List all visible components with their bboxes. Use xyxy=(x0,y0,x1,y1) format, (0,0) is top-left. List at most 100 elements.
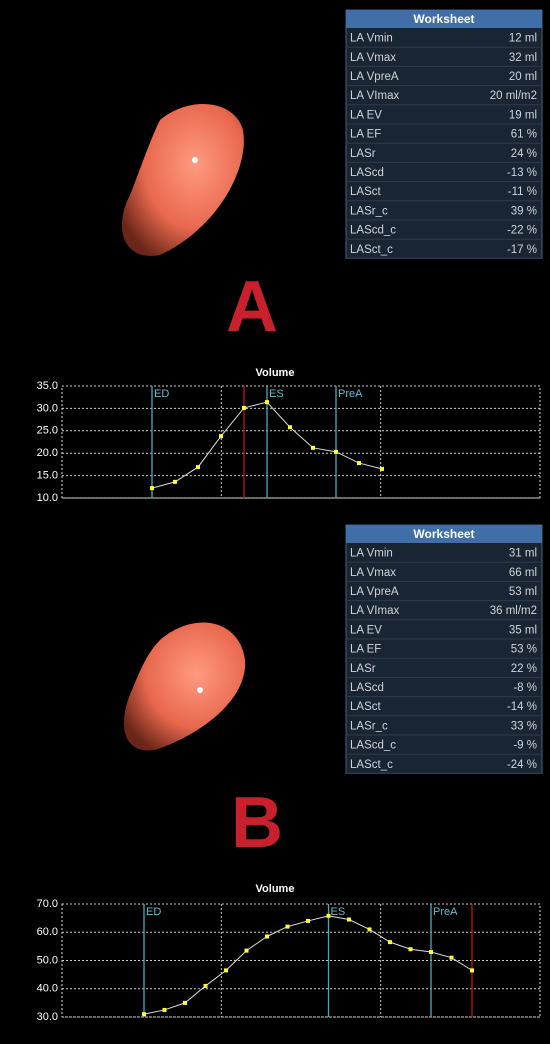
la-volume-render xyxy=(121,103,244,256)
y-tick-label: 20.0 xyxy=(37,447,58,459)
row-value: -14 % xyxy=(507,701,537,713)
volume-point xyxy=(380,466,384,471)
row-value: 12 ml xyxy=(509,33,537,45)
volume-point xyxy=(265,400,269,405)
row-value: 24 % xyxy=(511,148,537,160)
row-value: 20 ml/m2 xyxy=(490,90,537,102)
row-name: LA EF xyxy=(350,644,381,656)
volume-point xyxy=(408,947,413,952)
plot-frame xyxy=(61,385,541,499)
volume-point xyxy=(429,950,433,955)
volume-point xyxy=(449,955,454,960)
event-label: ED xyxy=(154,388,169,400)
row-value: -17 % xyxy=(507,244,537,256)
volume-point xyxy=(224,968,228,973)
volume-point xyxy=(311,445,315,450)
worksheet-frame xyxy=(345,9,543,259)
row-name: LA Vmin xyxy=(350,33,393,45)
volume-point xyxy=(288,425,292,430)
chart-title: Volume xyxy=(256,367,295,379)
row-value: -9 % xyxy=(513,740,537,752)
y-tick-label: 35.0 xyxy=(37,380,58,392)
row-name: LA VImax xyxy=(350,605,399,617)
volume-point xyxy=(150,486,154,491)
panel-label: B xyxy=(231,783,283,863)
row-name: LA Vmin xyxy=(350,548,393,560)
row-name: LAScd xyxy=(350,682,384,694)
row-value: -8 % xyxy=(513,682,537,694)
row-value: 19 ml xyxy=(509,109,537,121)
volume-point xyxy=(142,1012,146,1017)
row-value: -13 % xyxy=(507,167,537,179)
event-label: PreA xyxy=(433,906,458,918)
volume-point xyxy=(285,924,290,929)
row-value: 32 ml xyxy=(509,52,537,64)
chart-title: Volume xyxy=(256,883,295,895)
row-name: LA VpreA xyxy=(350,71,399,83)
row-name: LASct xyxy=(350,701,381,713)
y-tick-label: 60.0 xyxy=(37,926,58,938)
y-tick-label: 50.0 xyxy=(37,954,58,966)
y-tick-label: 10.0 xyxy=(37,492,58,504)
row-name: LASct xyxy=(350,186,381,198)
row-value: 39 % xyxy=(511,205,537,217)
row-name: LASr_c xyxy=(350,720,388,732)
y-tick-label: 30.0 xyxy=(37,402,58,414)
row-name: LA VImax xyxy=(350,90,399,102)
row-value: 66 ml xyxy=(509,567,537,579)
row-name: LA EV xyxy=(350,109,382,121)
volume-point xyxy=(334,449,338,454)
volume-point xyxy=(357,461,361,466)
row-value: 53 % xyxy=(511,644,537,656)
row-name: LASct_c xyxy=(350,759,393,771)
volume-point xyxy=(470,968,474,973)
row-name: LA VpreA xyxy=(350,586,399,598)
row-name: LASr xyxy=(350,663,376,675)
event-label: ES xyxy=(331,906,346,918)
volume-point xyxy=(203,983,208,988)
volume-point xyxy=(219,434,223,439)
row-value: 53 ml xyxy=(509,586,537,598)
volume-point xyxy=(173,479,177,484)
volume-point xyxy=(388,940,392,945)
worksheet-header xyxy=(346,10,542,28)
row-value: 31 ml xyxy=(509,548,537,560)
volume-point xyxy=(183,1000,187,1005)
volume-point xyxy=(242,405,246,410)
volume-point xyxy=(244,948,249,953)
y-tick-label: 15.0 xyxy=(37,470,58,482)
row-value: 20 ml xyxy=(509,71,537,83)
row-name: LAScd_c xyxy=(350,225,396,237)
worksheet-header xyxy=(346,525,542,543)
panel-label: A xyxy=(226,267,278,347)
row-value: -22 % xyxy=(507,225,537,237)
row-value: 36 ml/m2 xyxy=(490,605,537,617)
row-name: LAScd xyxy=(350,167,384,179)
y-tick-label: 70.0 xyxy=(37,898,58,910)
row-name: LA EV xyxy=(350,624,382,636)
row-name: LASct_c xyxy=(350,244,393,256)
volume-point xyxy=(306,918,310,923)
volume-point xyxy=(367,927,372,932)
volume-point xyxy=(347,917,351,922)
volume-point xyxy=(196,465,200,470)
row-name: LASr xyxy=(350,148,376,160)
event-label: ES xyxy=(269,388,284,400)
volume-line xyxy=(143,915,473,1015)
row-value: 22 % xyxy=(511,663,537,675)
volume-point xyxy=(326,913,331,918)
row-name: LAScd_c xyxy=(350,740,396,752)
y-tick-label: 25.0 xyxy=(37,425,58,437)
y-tick-label: 30.0 xyxy=(37,1011,58,1023)
row-name: LASr_c xyxy=(350,205,388,217)
row-name: LA Vmax xyxy=(350,52,396,64)
row-value: 35 ml xyxy=(509,624,537,636)
volume-point xyxy=(162,1007,167,1012)
row-value: -11 % xyxy=(508,186,537,198)
event-label: ED xyxy=(146,906,161,918)
y-tick-label: 40.0 xyxy=(37,983,58,995)
worksheet-title: Worksheet xyxy=(413,12,474,26)
row-value: 61 % xyxy=(511,129,537,141)
volume-point xyxy=(265,934,269,939)
